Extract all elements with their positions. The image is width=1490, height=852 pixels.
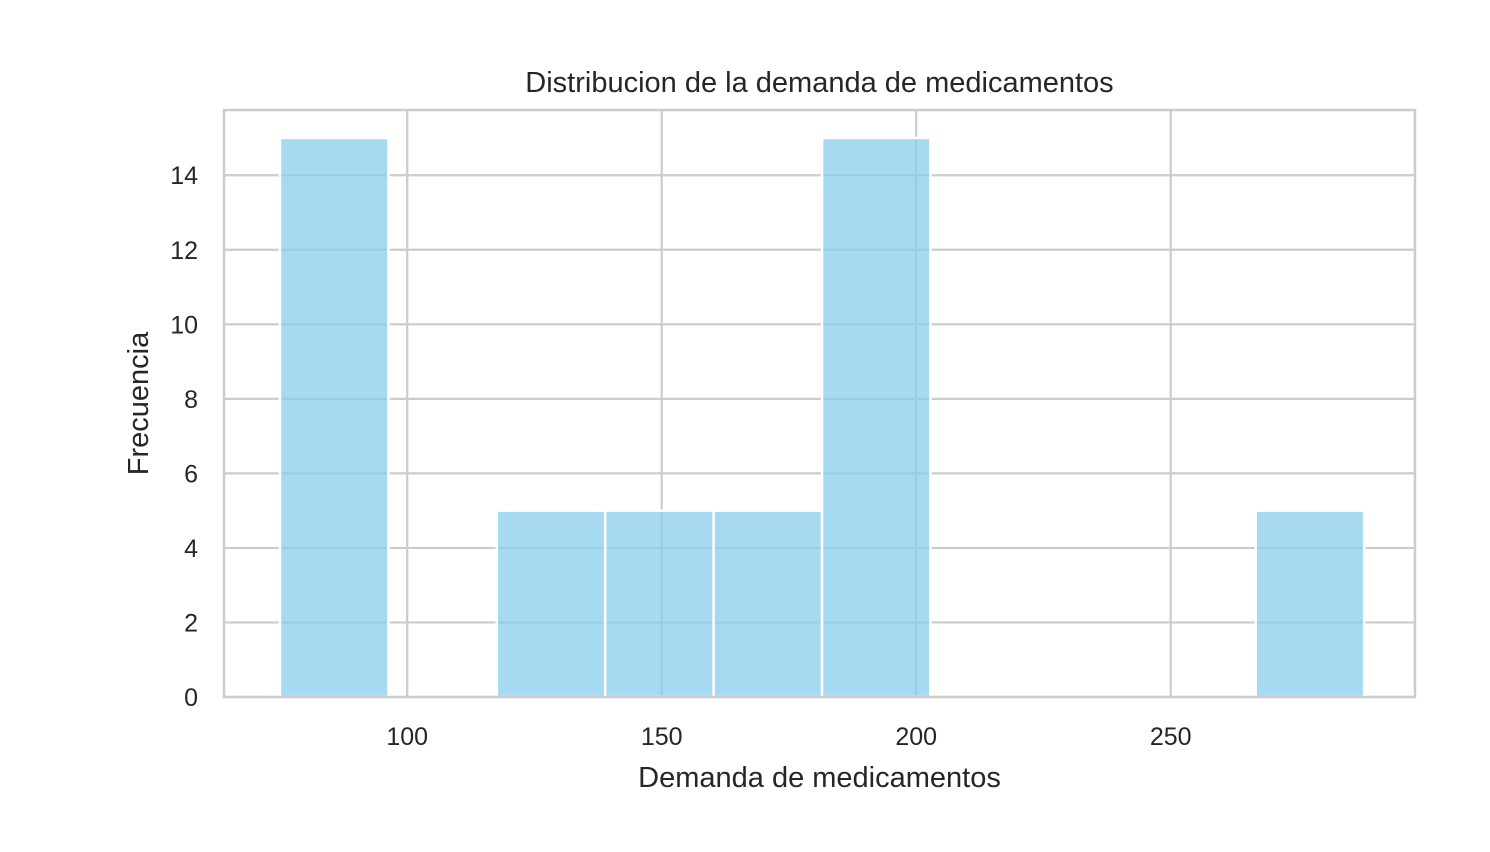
histogram-bar (712, 509, 824, 699)
x-tick-label: 100 (386, 723, 428, 751)
histogram-bar (278, 136, 390, 699)
y-tick-label: 4 (184, 535, 198, 563)
histogram-bar (820, 136, 932, 699)
tick-labels: 100 150 200 250 0 2 4 6 8 10 12 14 (170, 162, 1191, 751)
histogram-bar (1254, 509, 1366, 699)
chart-title: Distribucion de la demanda de medicament… (525, 67, 1113, 99)
histogram-bars (278, 136, 1366, 699)
y-axis-label: Frecuencia (123, 331, 155, 475)
x-tick-label: 150 (641, 723, 683, 751)
y-tick-label: 12 (170, 237, 198, 265)
histogram-bar (603, 509, 715, 699)
histogram-bar (495, 509, 607, 699)
x-tick-label: 250 (1150, 723, 1192, 751)
y-tick-label: 0 (184, 684, 198, 712)
x-axis-label: Demanda de medicamentos (638, 762, 1001, 794)
y-tick-label: 10 (170, 311, 198, 339)
x-tick-label: 200 (895, 723, 937, 751)
y-tick-label: 8 (184, 386, 198, 414)
plot-frame (222, 108, 1417, 699)
y-tick-label: 2 (184, 609, 198, 637)
y-tick-label: 6 (184, 460, 198, 488)
y-tick-label: 14 (170, 162, 198, 190)
